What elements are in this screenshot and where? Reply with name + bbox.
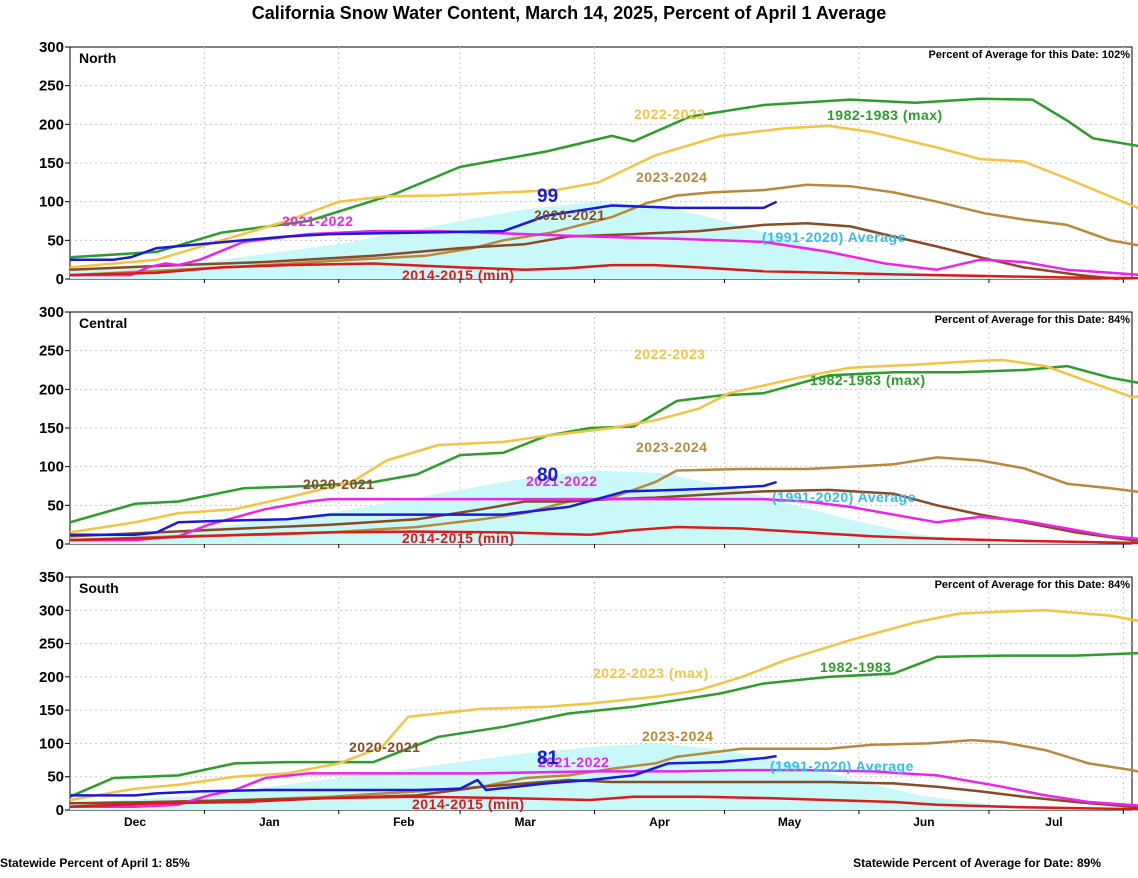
region-name: Central — [79, 315, 127, 331]
label-avg: (1991-2020) Average — [772, 489, 916, 505]
current-value-label: 81 — [537, 748, 559, 769]
x-tick-label: Apr — [649, 815, 670, 829]
series-y2122-line — [70, 768, 1138, 808]
y-tick-label: 200 — [39, 381, 64, 398]
chart-title: California Snow Water Content, March 14,… — [252, 3, 887, 23]
label-avg: (1991-2020) Average — [762, 229, 906, 245]
y-tick-label: 200 — [39, 669, 64, 686]
y-tick-label: 50 — [47, 497, 64, 514]
y-tick-label: 150 — [39, 155, 64, 172]
percent-of-average: Percent of Average for this Date: 84% — [935, 579, 1131, 591]
y-tick-label: 150 — [39, 702, 64, 719]
y-tick-label: 0 — [56, 271, 64, 288]
series-current-line — [70, 754, 777, 797]
series-min-line — [69, 262, 1138, 280]
label-y2122: 2021-2022 — [526, 473, 597, 489]
label-min: 2014-2015 (min) — [402, 267, 515, 283]
label-min: 2014-2015 (min) — [412, 796, 525, 812]
region-name: South — [79, 580, 119, 596]
y-tick-label: 100 — [39, 459, 64, 476]
footer-right: Statewide Percent of Average for Date: 8… — [853, 856, 1101, 870]
series-y2122-line — [70, 497, 1138, 542]
y-tick-label: 250 — [39, 343, 64, 360]
y-tick-label: 50 — [47, 232, 64, 249]
x-axis: Dec Jan Feb Mar Apr May Jun Jul — [124, 815, 1063, 829]
y-tick-label: 0 — [56, 802, 64, 819]
y-tick-label: 300 — [39, 602, 64, 619]
y-tick-label: 50 — [47, 769, 64, 786]
x-tick-label: May — [778, 815, 802, 829]
series-y2223-line — [69, 358, 1138, 534]
y-tick-label: 0 — [56, 536, 64, 553]
label-y2021: 2020-2021 — [303, 476, 374, 492]
series-max-line — [69, 651, 1138, 798]
label-y2223: 2022-2023 — [634, 106, 705, 122]
x-tick-label: Feb — [393, 815, 414, 829]
series-min-line — [69, 795, 1138, 811]
percent-of-average: Percent of Average for this Date: 84% — [935, 314, 1131, 326]
series-y2324-line — [69, 456, 1138, 542]
panel-central: 0 50 100 150 200 250 300 1982-1983 (max) 2022-20… — [39, 304, 1138, 553]
label-y2223: 2022-2023 (max) — [593, 665, 709, 681]
series-average-area — [70, 743, 1138, 810]
x-tick-label: Dec — [124, 815, 146, 829]
label-max: 1982-1983 (max) — [827, 107, 943, 123]
region-name: North — [79, 50, 116, 66]
y-tick-label: 100 — [39, 194, 64, 211]
x-tick-label: Jan — [259, 815, 280, 829]
x-tick-label: Jul — [1045, 815, 1062, 829]
panel-south: 0 50 100 150 200 250 300 350 1982-1983 2022-2023 … — [39, 569, 1138, 819]
series-current-line — [70, 480, 777, 536]
label-y2324: 2023-2024 — [636, 439, 707, 455]
label-y2021: 2020-2021 — [534, 207, 605, 223]
current-value-label: 80 — [537, 465, 558, 486]
x-tick-label: Jun — [913, 815, 934, 829]
series-max-line — [69, 97, 1138, 259]
y-tick-label: 150 — [39, 420, 64, 437]
footer-left: Statewide Percent of April 1: 85% — [0, 856, 190, 870]
y-tick-label: 350 — [39, 569, 64, 586]
series-current-line — [70, 200, 778, 261]
y-tick-label: 300 — [39, 39, 64, 56]
y-tick-label: 200 — [39, 116, 64, 133]
y-tick-label: 250 — [39, 636, 64, 653]
label-y2223: 2022-2023 — [634, 346, 705, 362]
y-tick-label: 300 — [39, 304, 64, 321]
panels-group: 0 50 100 150 200 250 300 1982-1983 (max) 2022-20… — [39, 39, 1138, 819]
series-y2324-line — [69, 738, 1138, 808]
label-y2122: 2021-2022 — [538, 754, 609, 770]
label-max: 1982-1983 (max) — [810, 372, 926, 388]
label-min: 2014-2015 (min) — [402, 530, 515, 546]
label-y2122: 2021-2022 — [282, 213, 353, 229]
current-value-label: 99 — [537, 186, 558, 207]
series-min-line — [69, 525, 1138, 545]
percent-of-average: Percent of Average for this Date: 102% — [928, 49, 1130, 61]
y-tick-label: 250 — [39, 78, 64, 95]
panel-north: 0 50 100 150 200 250 300 1982-1983 (max) 2022-20… — [39, 39, 1138, 288]
series-max-line — [69, 364, 1138, 524]
label-max: 1982-1983 — [820, 659, 891, 675]
label-y2021: 2020-2021 — [349, 739, 420, 755]
series-y2223-line — [69, 609, 1138, 802]
series-y2324-line — [69, 183, 1138, 277]
y-tick-label: 100 — [39, 735, 64, 752]
series-y2122-line — [70, 229, 1138, 277]
label-y2324: 2023-2024 — [642, 728, 713, 744]
series-y2223-line — [69, 124, 1138, 269]
label-y2324: 2023-2024 — [636, 169, 707, 185]
x-tick-label: Mar — [514, 815, 536, 829]
label-avg: (1991-2020) Average — [770, 758, 914, 774]
